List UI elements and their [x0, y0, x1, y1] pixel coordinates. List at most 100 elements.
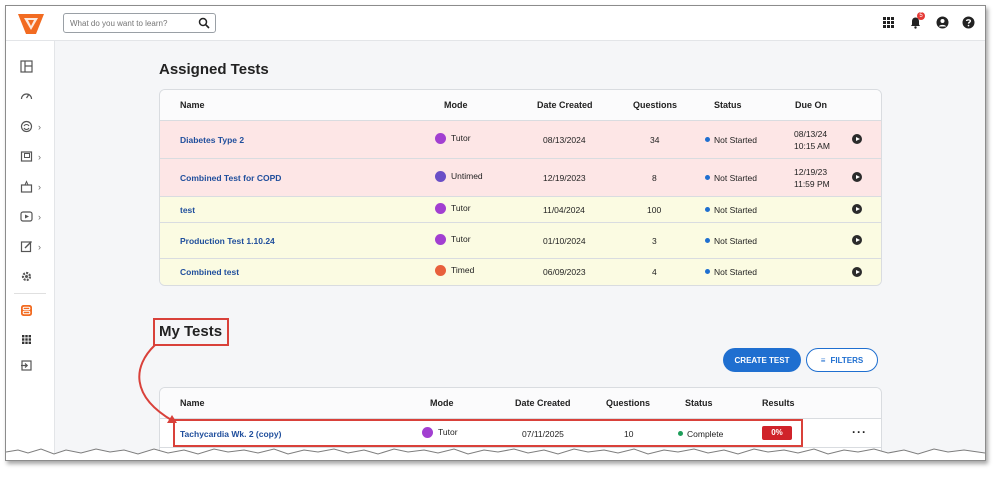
sidebar-item-performance[interactable]	[20, 90, 50, 106]
tutor-icon	[435, 234, 446, 245]
col-name: Name	[180, 398, 205, 408]
main-content: Assigned Tests Name Mode Date Created Qu…	[55, 41, 985, 460]
search-input[interactable]	[70, 16, 190, 30]
col-results: Results	[762, 398, 795, 408]
sidebar-item-assignments[interactable]: ›	[20, 240, 50, 256]
table-header: Name Mode Date Created Questions Status …	[160, 388, 881, 419]
status-badge: Not Started	[705, 205, 757, 215]
assigned-tests-table: Name Mode Date Created Questions Status …	[159, 89, 882, 286]
chevron-right-icon: ›	[38, 152, 41, 162]
create-test-button[interactable]: CREATE TEST	[723, 348, 801, 372]
col-name: Name	[180, 100, 205, 110]
due-time: 10:15 AM	[794, 141, 830, 151]
question-count: 3	[652, 236, 657, 246]
chevron-right-icon: ›	[38, 182, 41, 192]
status-dot	[705, 207, 710, 212]
edit-icon	[20, 241, 32, 253]
sidebar-item-tests[interactable]	[20, 304, 50, 320]
table-row[interactable]: Diabetes Type 2 Tutor 08/13/2024 34 Not …	[160, 121, 881, 159]
apps-grid-icon[interactable]	[882, 16, 895, 29]
col-status: Status	[685, 398, 713, 408]
date-created: 08/13/2024	[543, 135, 586, 145]
mode-label: Tutor	[451, 203, 471, 213]
untimed-icon	[435, 171, 446, 182]
brand-logo-icon[interactable]	[14, 10, 48, 38]
sidebar-item-videos[interactable]: ›	[20, 210, 50, 226]
date-created: 11/04/2024	[543, 205, 585, 215]
gear-icon	[21, 271, 32, 282]
bell-icon[interactable]	[909, 16, 922, 29]
more-options-icon[interactable]: ···	[852, 425, 867, 439]
search-icon[interactable]	[198, 17, 210, 29]
layout-icon	[20, 60, 33, 73]
status-badge: Not Started	[705, 173, 757, 183]
sidebar-item-dashboard[interactable]	[20, 60, 50, 76]
play-icon[interactable]	[852, 204, 862, 214]
test-name-link[interactable]: Tachycardia Wk. 2 (copy)	[180, 429, 282, 439]
play-icon[interactable]	[852, 134, 862, 144]
table-row[interactable]: test Tutor 11/04/2024 100 Not Started	[160, 197, 881, 223]
play-icon[interactable]	[852, 172, 862, 182]
play-icon[interactable]	[852, 267, 862, 277]
sidebar: › › › › ›	[6, 41, 55, 460]
col-mode: Mode	[430, 398, 454, 408]
chevron-right-icon: ›	[38, 212, 41, 222]
test-name-link[interactable]: Production Test 1.10.24	[180, 236, 275, 246]
col-mode: Mode	[444, 100, 468, 110]
account-icon[interactable]	[936, 16, 949, 29]
question-count: 4	[652, 267, 657, 277]
play-icon[interactable]	[852, 235, 862, 245]
exit-icon	[21, 360, 32, 371]
table-row[interactable]: Combined test Timed 06/09/2023 4 Not Sta…	[160, 259, 881, 285]
status-label: Not Started	[714, 267, 757, 277]
table-header: Name Mode Date Created Questions Status …	[160, 90, 881, 121]
test-name-link[interactable]: test	[180, 205, 196, 215]
help-icon[interactable]	[962, 16, 975, 29]
sidebar-item-explore[interactable]: ›	[20, 120, 50, 136]
chevron-right-icon: ›	[38, 122, 41, 132]
test-name-link[interactable]: Combined test	[180, 267, 240, 277]
due-date: 08/13/24	[794, 129, 828, 139]
app-window: 5 › › › ›	[5, 5, 986, 461]
highlight-box-row	[173, 419, 803, 447]
table-row[interactable]: Tachycardia Wk. 2 (copy) Tutor 07/11/202…	[160, 419, 881, 448]
sidebar-item-apps[interactable]	[20, 333, 50, 349]
status-badge: Not Started	[705, 267, 757, 277]
table-row[interactable]: Production Test 1.10.24 Tutor 01/10/2024…	[160, 223, 881, 259]
apps-grid-icon	[22, 335, 31, 344]
torn-edge	[6, 448, 985, 460]
mode-label: Tutor	[451, 234, 471, 244]
table-row[interactable]: Combined Test for COPD Untimed 12/19/202…	[160, 159, 881, 197]
search-box[interactable]	[63, 13, 216, 33]
mode-label: Tutor	[438, 427, 458, 437]
filters-button[interactable]: ≡ FILTERS	[806, 348, 878, 372]
video-play-icon	[20, 211, 33, 222]
notification-badge: 5	[917, 12, 925, 20]
date-created: 06/09/2023	[543, 267, 586, 277]
sidebar-item-library[interactable]: ›	[20, 150, 50, 166]
test-name-link[interactable]: Diabetes Type 2	[180, 135, 245, 145]
chevron-right-icon: ›	[38, 242, 41, 252]
sidebar-item-skills[interactable]: ›	[20, 180, 50, 196]
date-created: 07/11/2025	[522, 429, 564, 439]
question-count: 10	[624, 429, 634, 439]
result-score-badge[interactable]: 0%	[762, 426, 792, 440]
test-name-link[interactable]: Combined Test for COPD	[180, 173, 282, 183]
tests-icon	[21, 305, 32, 316]
status-dot	[705, 238, 710, 243]
question-count: 8	[652, 173, 657, 183]
tutor-icon	[422, 427, 433, 438]
sidebar-item-logout[interactable]	[20, 359, 50, 375]
status-dot	[705, 137, 710, 142]
sidebar-item-settings[interactable]	[20, 270, 50, 286]
brain-icon	[20, 120, 33, 133]
tutor-icon	[435, 203, 446, 214]
status-dot	[705, 269, 710, 274]
book-icon	[20, 151, 33, 162]
top-bar: 5	[6, 6, 985, 41]
annotation-arrow	[138, 344, 177, 423]
mode-label: Timed	[451, 265, 475, 275]
question-count: 34	[650, 135, 660, 145]
date-created: 12/19/2023	[543, 173, 586, 183]
my-tests-title: My Tests	[159, 323, 223, 340]
